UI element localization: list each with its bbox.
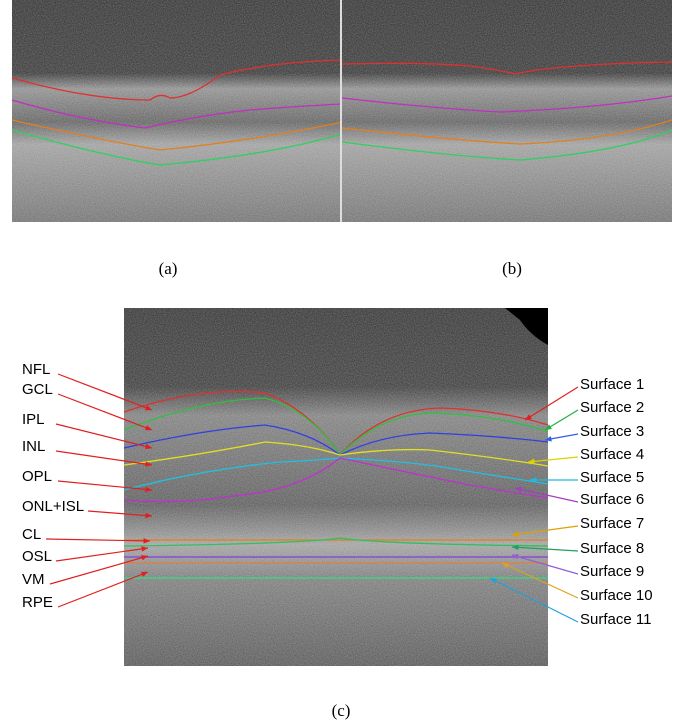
- arrow-head: [502, 563, 509, 569]
- layer-label: ONL+ISL: [22, 498, 84, 515]
- arrow-head: [145, 405, 152, 411]
- arrow: [55, 547, 149, 562]
- layer-label: CL: [22, 526, 41, 543]
- layer-label: OPL: [22, 468, 52, 485]
- arrow-head: [145, 512, 152, 519]
- surface-label: Surface 6: [580, 491, 644, 508]
- arrow: [511, 546, 579, 552]
- layer-label: RPE: [22, 594, 53, 611]
- arrow: [55, 450, 153, 466]
- arrow-head: [525, 414, 532, 420]
- arrow-head: [143, 538, 150, 544]
- surface-label: Surface 5: [580, 469, 644, 486]
- arrow: [57, 571, 149, 608]
- arrow: [524, 386, 579, 421]
- arrow-head: [515, 486, 522, 493]
- arrow: [57, 393, 153, 431]
- arrow: [511, 554, 579, 575]
- caption: (b): [502, 259, 522, 278]
- arrow-head: [528, 458, 535, 465]
- surface-label: Surface 4: [580, 446, 644, 463]
- surface-label: Surface 8: [580, 540, 644, 557]
- layer-label: OSL: [22, 548, 52, 565]
- arrow-head: [141, 555, 148, 561]
- arrow: [49, 555, 149, 585]
- layer-label: IPL: [22, 411, 45, 428]
- arrow-head: [145, 425, 152, 431]
- panel-a: [11, 0, 343, 222]
- arrow-head: [145, 486, 152, 493]
- arrow: [45, 538, 151, 542]
- layer-label: NFL: [22, 361, 50, 378]
- arrow: [501, 562, 579, 599]
- arrow-head: [145, 443, 152, 450]
- surface-label: Surface 11: [580, 611, 651, 628]
- layer-label: INL: [22, 438, 45, 455]
- arrow: [511, 525, 579, 536]
- arrow-head: [141, 546, 148, 552]
- arrow: [489, 577, 579, 623]
- panel-c: [123, 308, 549, 666]
- arrow: [57, 480, 153, 491]
- arrow-head: [512, 554, 519, 560]
- surface-label: Surface 7: [580, 515, 644, 532]
- surface-label: Surface 2: [580, 399, 644, 416]
- arrow-head: [145, 461, 152, 467]
- arrow-head: [490, 578, 497, 584]
- panel-b: [341, 0, 673, 222]
- arrow: [527, 456, 579, 463]
- surface-label: Surface 1: [580, 376, 644, 393]
- layer-label: VM: [22, 571, 45, 588]
- arrow: [514, 487, 579, 503]
- arrow: [55, 423, 153, 449]
- caption: (c): [332, 701, 351, 720]
- labels: NFL GCL IPL INL OPL ONL+ISL CL OSL VM RPE Surface …: [22, 361, 653, 628]
- surface-label: Surface 10: [580, 587, 653, 604]
- layer-label: GCL: [22, 381, 53, 398]
- arrow-head: [545, 424, 552, 430]
- surface-label: Surface 9: [580, 563, 644, 580]
- arrow-head: [141, 571, 148, 577]
- arrow-head: [512, 531, 519, 537]
- divider: [340, 0, 342, 222]
- arrow-head: [512, 544, 519, 551]
- arrow-head: [545, 436, 552, 442]
- surface-label: Surface 3: [580, 423, 644, 440]
- arrow: [87, 510, 153, 517]
- caption: (a): [159, 259, 178, 278]
- arrow-head: [530, 477, 537, 483]
- arrow: [57, 373, 153, 411]
